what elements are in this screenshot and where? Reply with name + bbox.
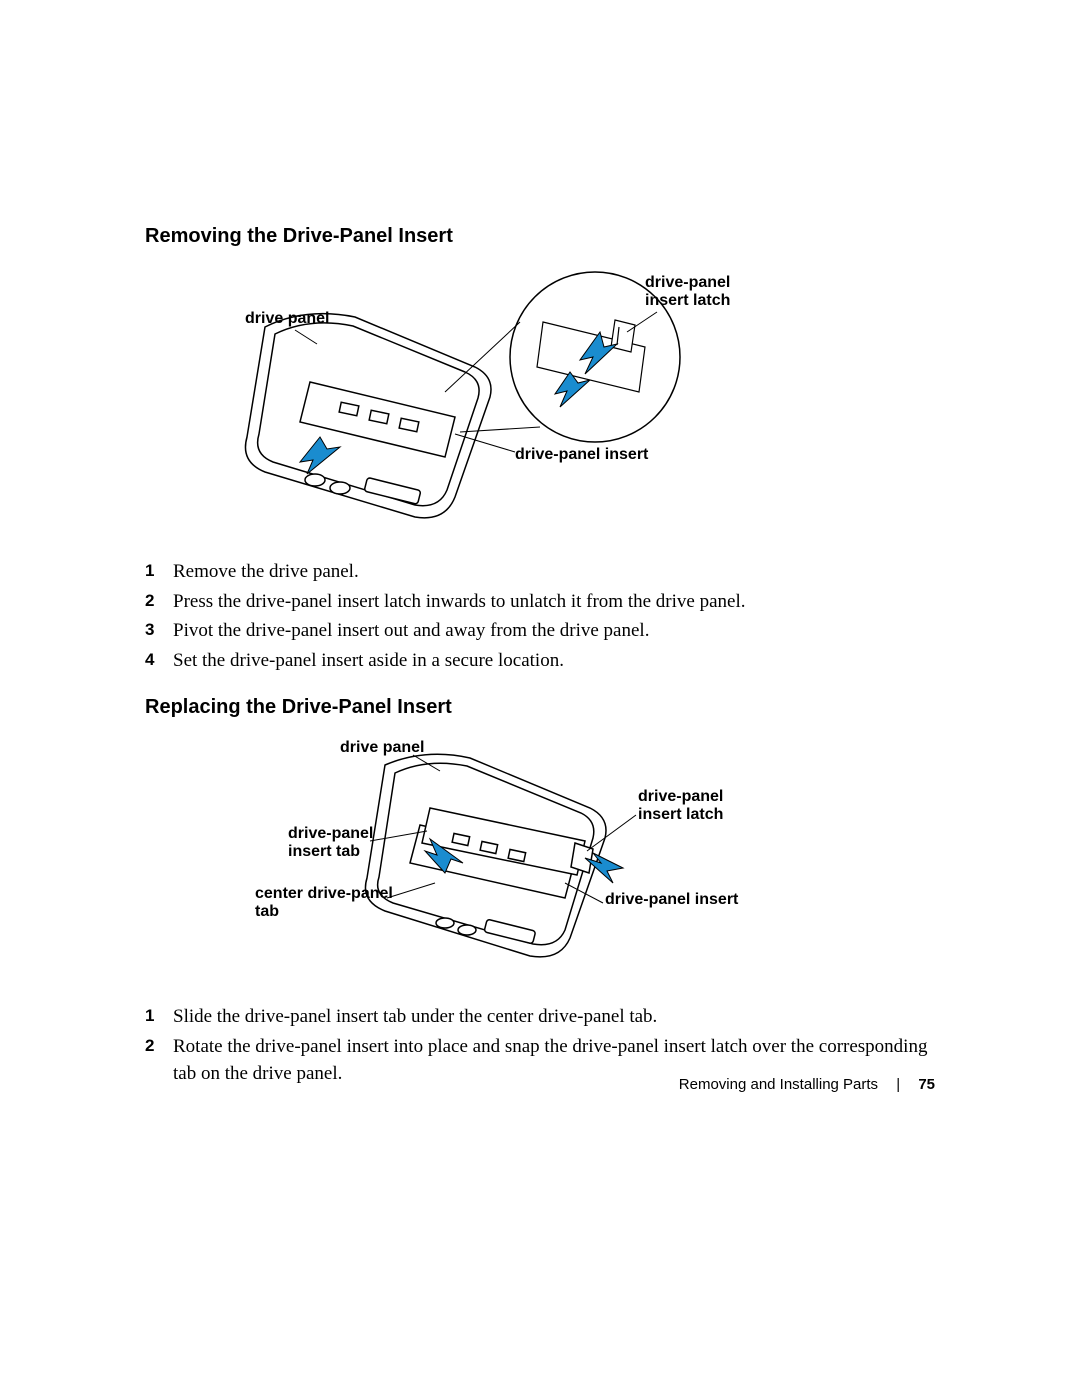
callout-insert-1: drive-panel insert — [515, 446, 648, 464]
callout-insert-tab-b: insert tab — [288, 843, 360, 861]
steps-removing: 1Remove the drive panel. 2Press the driv… — [145, 558, 935, 674]
callout-insert-latch-2a: drive-panel — [638, 788, 723, 806]
callout-insert-latch-2b: insert latch — [638, 806, 723, 824]
callout-center-tab-b: tab — [255, 903, 279, 921]
step-text: Press the drive-panel insert latch inwar… — [173, 588, 935, 616]
step-number: 4 — [145, 647, 173, 675]
step-number: 1 — [145, 1003, 173, 1031]
callout-insert-tab-a: drive-panel — [288, 825, 373, 843]
step-number: 2 — [145, 1033, 173, 1088]
step-row: 2Press the drive-panel insert latch inwa… — [145, 588, 935, 616]
step-row: 3Pivot the drive-panel insert out and aw… — [145, 617, 935, 645]
footer-chapter: Removing and Installing Parts — [679, 1076, 878, 1093]
document-page: Removing the Drive-Panel Insert — [0, 0, 1080, 1397]
heading-removing: Removing the Drive-Panel Insert — [145, 225, 935, 248]
step-text: Set the drive-panel insert aside in a se… — [173, 647, 935, 675]
step-text: Pivot the drive-panel insert out and awa… — [173, 617, 935, 645]
callout-insert-latch-1b: insert latch — [645, 292, 730, 310]
step-number: 2 — [145, 588, 173, 616]
callout-insert-latch-1a: drive-panel — [645, 274, 730, 292]
figure-removing: drive panel drive-panel insert latch dri… — [145, 262, 935, 542]
footer-page-number: 75 — [918, 1076, 935, 1093]
step-number: 1 — [145, 558, 173, 586]
callout-center-tab-a: center drive-panel — [255, 885, 393, 903]
step-row: 4Set the drive-panel insert aside in a s… — [145, 647, 935, 675]
step-row: 1Slide the drive-panel insert tab under … — [145, 1003, 935, 1031]
callout-insert-2: drive-panel insert — [605, 891, 738, 909]
page-footer: Removing and Installing Parts | 75 — [679, 1076, 935, 1093]
replacing-diagram-svg — [145, 733, 935, 983]
callout-drive-panel-2: drive panel — [340, 739, 424, 757]
heading-replacing: Replacing the Drive-Panel Insert — [145, 696, 935, 719]
step-number: 3 — [145, 617, 173, 645]
figure-replacing: drive panel drive-panel insert latch dri… — [145, 733, 935, 983]
footer-separator: | — [896, 1076, 900, 1093]
callout-drive-panel-1: drive panel — [245, 310, 329, 328]
step-row: 1Remove the drive panel. — [145, 558, 935, 586]
step-text: Remove the drive panel. — [173, 558, 935, 586]
step-text: Slide the drive-panel insert tab under t… — [173, 1003, 935, 1031]
removing-diagram-svg — [145, 262, 935, 542]
